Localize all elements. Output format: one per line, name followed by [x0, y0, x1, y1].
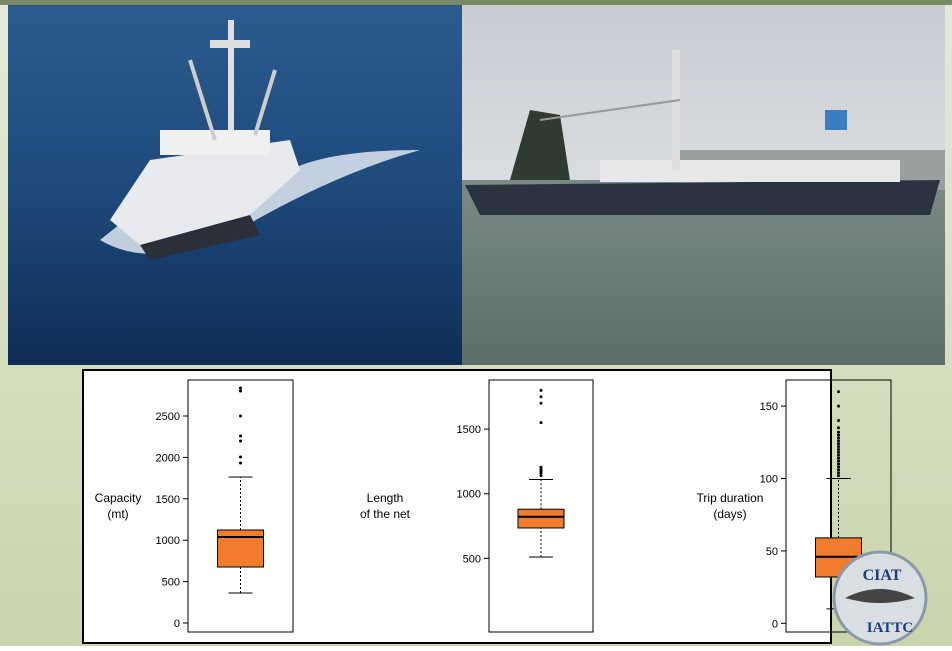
y-axis-label: (days) [713, 507, 746, 521]
y-tick-label: 2000 [156, 452, 180, 464]
logo-bottom: IATTC [867, 620, 913, 636]
y-tick-label: 500 [162, 577, 180, 589]
outlier [239, 389, 242, 393]
plot-frame [785, 379, 892, 633]
outlier [239, 434, 242, 438]
outlier [837, 453, 840, 457]
outlier [239, 414, 242, 418]
box [517, 508, 565, 529]
outlier [837, 430, 840, 434]
outlier [837, 426, 840, 430]
y-tick-label: 1500 [156, 494, 180, 506]
outlier [837, 442, 840, 446]
charts: 05001000150020002500Capacity(mt)50010001… [95, 379, 892, 633]
outlier [837, 439, 840, 443]
outlier [239, 461, 242, 465]
outlier [539, 474, 543, 478]
photo-right [462, 5, 945, 365]
y-axis-label: Capacity [95, 491, 142, 505]
outlier [539, 401, 543, 405]
outlier [837, 456, 840, 460]
y-tick-label: 150 [760, 401, 778, 413]
y-tick-label: 1000 [457, 489, 481, 501]
y-axis-label: of the net [360, 507, 411, 521]
outlier [837, 474, 840, 478]
y-tick-label: 0 [772, 618, 778, 630]
chart-panel [82, 369, 832, 644]
outlier [837, 404, 840, 408]
y-tick-label: 2500 [156, 411, 180, 423]
outlier [837, 462, 840, 466]
outlier [539, 465, 543, 469]
outlier [837, 459, 840, 463]
y-tick-label: 1500 [457, 424, 481, 436]
outlier [539, 421, 543, 425]
outlier [239, 455, 242, 459]
outlier [837, 390, 840, 394]
plot-frame [187, 379, 294, 633]
outlier [539, 395, 543, 399]
outlier [837, 471, 840, 475]
outlier [239, 439, 242, 443]
y-axis-label: Length [367, 491, 404, 505]
y-tick-label: 500 [463, 553, 481, 565]
outlier [837, 448, 840, 452]
outlier [837, 465, 840, 469]
y-axis-label: (mt) [107, 507, 128, 521]
y-tick-label: 0 [174, 618, 180, 630]
top-bar [0, 0, 952, 5]
outlier [837, 450, 840, 454]
y-tick-label: 1000 [156, 535, 180, 547]
y-axis-label: Trip duration [697, 491, 764, 505]
box [217, 529, 264, 568]
outlier [837, 419, 840, 423]
logo: CIAT IATTC [832, 550, 928, 646]
plot-frame [488, 379, 594, 633]
outlier [539, 388, 543, 392]
logo-top: CIAT [863, 567, 902, 584]
outlier [239, 386, 242, 390]
outlier [837, 468, 840, 472]
y-tick-label: 100 [760, 473, 778, 485]
photo-left [8, 5, 462, 365]
outlier [837, 433, 840, 437]
outlier [837, 445, 840, 449]
y-tick-label: 50 [766, 546, 778, 558]
outlier [837, 436, 840, 440]
